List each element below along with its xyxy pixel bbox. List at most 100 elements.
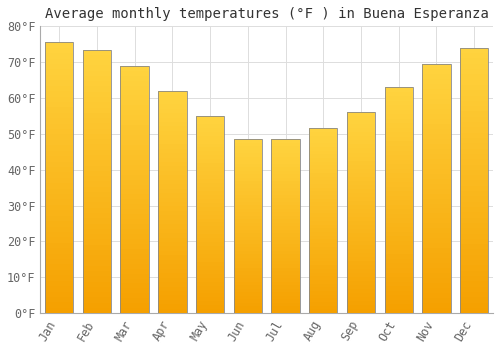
Bar [196, 254, 224, 258]
Bar [196, 163, 224, 167]
Bar [83, 155, 111, 160]
Bar [347, 213, 375, 217]
Bar [158, 264, 186, 269]
Bar [234, 282, 262, 285]
Bar [309, 158, 338, 162]
Bar [120, 264, 149, 269]
Bar [347, 293, 375, 297]
Bar [422, 233, 450, 238]
Bar [347, 257, 375, 261]
Bar [234, 216, 262, 219]
Bar [120, 120, 149, 125]
Bar [45, 243, 74, 248]
Bar [45, 205, 74, 210]
Bar [158, 113, 186, 118]
Bar [234, 163, 262, 167]
Bar [45, 281, 74, 286]
Bar [45, 107, 74, 113]
Bar [234, 233, 262, 237]
Bar [83, 65, 111, 71]
Bar [120, 125, 149, 130]
Bar [234, 205, 262, 209]
Bar [460, 202, 488, 207]
Bar [158, 91, 186, 313]
Bar [460, 117, 488, 122]
Bar [460, 239, 488, 244]
Bar [83, 176, 111, 181]
Bar [158, 189, 186, 193]
Bar [196, 262, 224, 266]
Bar [196, 274, 224, 278]
Bar [83, 245, 111, 250]
Bar [384, 209, 413, 214]
Bar [422, 169, 450, 174]
Bar [158, 282, 186, 287]
Bar [158, 184, 186, 189]
Bar [272, 230, 299, 233]
Bar [272, 188, 299, 191]
Bar [196, 218, 224, 223]
Bar [83, 118, 111, 124]
Bar [120, 85, 149, 90]
Bar [45, 86, 74, 91]
Bar [309, 210, 338, 214]
Bar [158, 149, 186, 153]
Bar [309, 295, 338, 299]
Bar [158, 206, 186, 211]
Bar [309, 287, 338, 291]
Bar [120, 96, 149, 100]
Bar [422, 89, 450, 94]
Bar [83, 229, 111, 234]
Bar [234, 150, 262, 153]
Bar [422, 238, 450, 243]
Bar [422, 263, 450, 268]
Bar [272, 181, 299, 184]
Bar [272, 251, 299, 254]
Bar [45, 134, 74, 140]
Bar [347, 205, 375, 209]
Bar [120, 150, 149, 155]
Bar [158, 273, 186, 278]
Bar [422, 214, 450, 218]
Bar [196, 116, 224, 120]
Bar [347, 185, 375, 189]
Bar [422, 149, 450, 154]
Bar [45, 259, 74, 265]
Bar [120, 66, 149, 71]
Bar [272, 278, 299, 282]
Bar [384, 304, 413, 309]
Bar [158, 256, 186, 260]
Bar [309, 236, 338, 239]
Bar [272, 223, 299, 226]
Bar [460, 271, 488, 276]
Bar [234, 139, 262, 313]
Bar [196, 191, 224, 195]
Bar [196, 242, 224, 246]
Bar [234, 237, 262, 240]
Bar [384, 119, 413, 124]
Bar [309, 280, 338, 284]
Bar [196, 305, 224, 309]
Bar [384, 254, 413, 259]
Bar [460, 159, 488, 164]
Bar [158, 269, 186, 273]
Bar [347, 261, 375, 265]
Bar [83, 92, 111, 97]
Bar [384, 264, 413, 268]
Bar [460, 138, 488, 144]
Bar [120, 199, 149, 204]
Bar [234, 289, 262, 292]
Bar [460, 250, 488, 255]
Bar [234, 310, 262, 313]
Bar [158, 126, 186, 131]
Bar [45, 226, 74, 232]
Bar [422, 253, 450, 258]
Bar [347, 173, 375, 177]
Bar [120, 76, 149, 80]
Bar [234, 275, 262, 278]
Bar [196, 270, 224, 274]
Bar [120, 204, 149, 209]
Bar [45, 173, 74, 178]
Bar [45, 42, 74, 313]
Bar [422, 203, 450, 209]
